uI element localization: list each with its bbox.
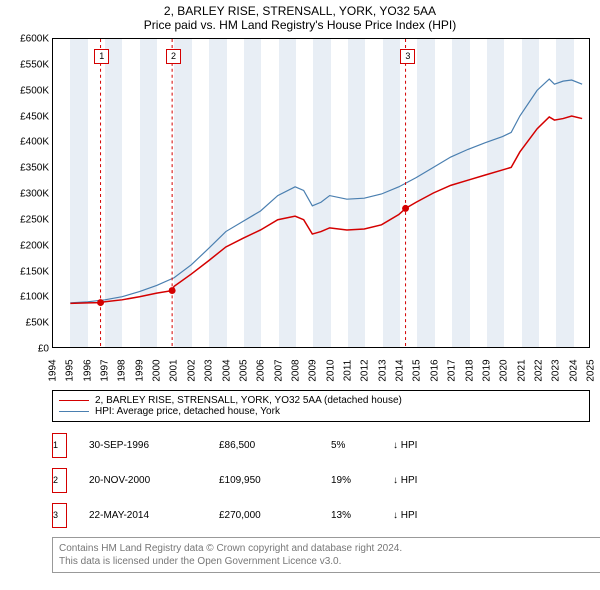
x-axis-label: 2023: [551, 359, 562, 381]
sale-hpi-delta: ↓ HPI: [393, 475, 433, 486]
x-axis-label: 1997: [100, 359, 111, 381]
sale-date: 30-SEP-1996: [89, 440, 197, 451]
x-axis-label: 2008: [290, 359, 301, 381]
y-axis-label: £50K: [26, 318, 49, 329]
sale-marker-dot: [402, 205, 409, 212]
x-axis-label: 2014: [395, 359, 406, 381]
x-axis-label: 2019: [481, 359, 492, 381]
sale-marker-box: 3: [400, 49, 415, 64]
x-axis-label: 2004: [221, 359, 232, 381]
sale-row: 1 30-SEP-1996 £86,500 5% ↓ HPI: [52, 428, 592, 463]
sale-marker-dot: [97, 299, 104, 306]
title-line1: 2, BARLEY RISE, STRENSALL, YORK, YO32 5A…: [8, 4, 592, 18]
sale-row-marker: 3: [52, 503, 67, 528]
x-axis-label: 2016: [429, 359, 440, 381]
sale-date: 20-NOV-2000: [89, 475, 197, 486]
series-line: [70, 79, 582, 303]
x-axis-label: 2025: [586, 359, 597, 381]
x-axis-label: 2000: [152, 359, 163, 381]
sale-row: 2 20-NOV-2000 £109,950 19% ↓ HPI: [52, 463, 592, 498]
footer-line2: This data is licensed under the Open Gov…: [59, 555, 597, 568]
x-axis-label: 2002: [186, 359, 197, 381]
x-axis-label: 1999: [134, 359, 145, 381]
y-axis-label: £600K: [20, 34, 49, 45]
y-axis-label: £300K: [20, 189, 49, 200]
footer-line1: Contains HM Land Registry data © Crown c…: [59, 542, 597, 555]
x-axis-label: 2007: [273, 359, 284, 381]
legend-item: 2, BARLEY RISE, STRENSALL, YORK, YO32 5A…: [59, 395, 583, 406]
x-axis-label: 2001: [169, 359, 180, 381]
legend: 2, BARLEY RISE, STRENSALL, YORK, YO32 5A…: [52, 390, 590, 422]
y-axis-label: £450K: [20, 111, 49, 122]
title-line2: Price paid vs. HM Land Registry's House …: [8, 18, 592, 32]
y-axis-label: £400K: [20, 137, 49, 148]
chart-area: £0£50K£100K£150K£200K£250K£300K£350K£400…: [52, 38, 590, 348]
y-axis-label: £350K: [20, 163, 49, 174]
sale-marker-dot: [169, 287, 176, 294]
y-axis-label: £0: [38, 344, 49, 355]
legend-item: HPI: Average price, detached house, York: [59, 406, 583, 417]
x-axis-label: 2011: [343, 360, 354, 382]
x-axis-label: 2018: [464, 359, 475, 381]
sale-pct: 19%: [331, 475, 371, 486]
x-axis-label: 2021: [516, 359, 527, 381]
sale-date: 22-MAY-2014: [89, 510, 197, 521]
sale-pct: 5%: [331, 440, 371, 451]
x-axis-label: 2006: [256, 359, 267, 381]
x-axis-label: 2012: [360, 359, 371, 381]
x-axis-label: 2015: [412, 359, 423, 381]
x-axis-label: 1994: [48, 359, 59, 381]
x-axis-label: 2017: [447, 359, 458, 381]
x-axis-label: 2013: [377, 359, 388, 381]
x-axis-label: 2009: [308, 359, 319, 381]
y-axis-label: £100K: [20, 292, 49, 303]
sales-table: 1 30-SEP-1996 £86,500 5% ↓ HPI 2 20-NOV-2000 £1…: [52, 428, 592, 533]
sale-row: 3 22-MAY-2014 £270,000 13% ↓ HPI: [52, 498, 592, 533]
legend-label: 2, BARLEY RISE, STRENSALL, YORK, YO32 5A…: [95, 395, 402, 406]
sale-row-marker: 2: [52, 468, 67, 493]
x-axis-label: 2003: [204, 359, 215, 381]
sale-marker-box: 2: [166, 49, 181, 64]
legend-label: HPI: Average price, detached house, York: [95, 406, 280, 417]
x-axis-label: 2020: [499, 359, 510, 381]
sale-pct: 13%: [331, 510, 371, 521]
chart-svg: [53, 39, 589, 347]
sale-marker-box: 1: [94, 49, 109, 64]
sale-price: £270,000: [219, 510, 309, 521]
y-axis-label: £500K: [20, 85, 49, 96]
y-axis-label: £250K: [20, 214, 49, 225]
series-line: [70, 116, 582, 303]
sale-row-marker: 1: [52, 433, 67, 458]
x-axis-label: 1996: [82, 359, 93, 381]
sale-hpi-delta: ↓ HPI: [393, 440, 433, 451]
y-axis-label: £200K: [20, 240, 49, 251]
legend-swatch: [59, 411, 89, 412]
y-axis-label: £150K: [20, 266, 49, 277]
x-axis-label: 1998: [117, 359, 128, 381]
x-axis-label: 2005: [238, 359, 249, 381]
footer-note: Contains HM Land Registry data © Crown c…: [52, 537, 600, 573]
legend-swatch: [59, 400, 89, 401]
sale-price: £109,950: [219, 475, 309, 486]
x-axis-label: 2010: [325, 359, 336, 381]
y-axis-label: £550K: [20, 59, 49, 70]
sale-hpi-delta: ↓ HPI: [393, 510, 433, 521]
x-axis-label: 1995: [65, 359, 76, 381]
x-axis-label: 2024: [568, 359, 579, 381]
x-axis-label: 2022: [533, 359, 544, 381]
sale-price: £86,500: [219, 440, 309, 451]
